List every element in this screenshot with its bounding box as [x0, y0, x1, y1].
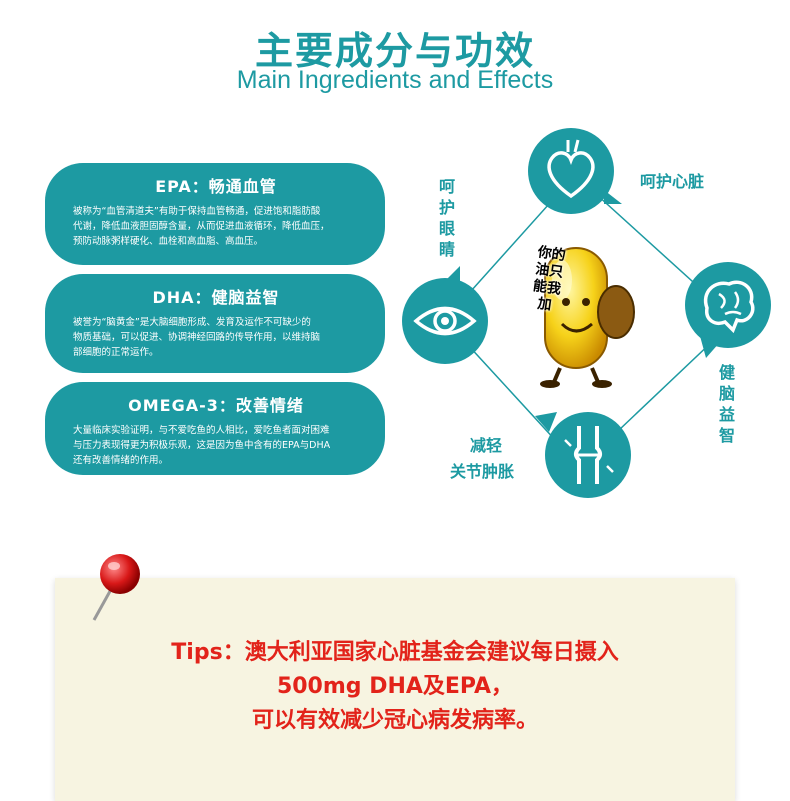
card-epa-text: 被称为“血管清道夫”有助于保持血管畅通，促进饱和脂肪酸 代谢，降低血液胆固醇含量… — [73, 204, 359, 249]
brain-circle — [685, 262, 771, 348]
card-text-line: 大量临床实验证明，与不爱吃鱼的人相比，爱吃鱼者面对困难 — [73, 425, 330, 436]
card-text-line: 被称为“血管清道夫”有助于保持血管畅通，促进饱和脂肪酸 — [73, 206, 321, 217]
card-epa: EPA：畅通血管 被称为“血管清道夫”有助于保持血管畅通，促进饱和脂肪酸 代谢，… — [45, 163, 385, 265]
tips-line-1: Tips：澳大利亚国家心脏基金会建议每日摄入 — [171, 640, 619, 665]
card-dha: DHA：健脑益智 被誉为“脑黄金”是大脑细胞形成、发育及运作不可缺少的 物质基础… — [45, 274, 385, 373]
card-omega3: OMEGA-3：改善情绪 大量临床实验证明，与不爱吃鱼的人相比，爱吃鱼者面对困难… — [45, 382, 385, 475]
knee-joint-icon — [564, 426, 614, 484]
card-dha-title: DHA：健脑益智 — [152, 288, 280, 307]
tips-box — [55, 578, 735, 801]
tips-line-3: 可以有效减少冠心病发病率。 — [251, 708, 538, 733]
card-omega3-title: OMEGA-3：改善情绪 — [128, 396, 304, 415]
eye-icon — [413, 306, 477, 336]
joint-circle — [545, 412, 631, 498]
eye-pointer — [440, 266, 460, 286]
card-text-line: 预防动脉粥样硬化、血栓和高血脂、高血压。 — [73, 236, 264, 247]
joint-pointer — [535, 412, 557, 432]
card-epa-title: EPA：畅通血管 — [155, 177, 277, 196]
card-dha-text: 被誉为“脑黄金”是大脑细胞形成、发育及运作不可缺少的 物质基础，可以促进、协调神… — [73, 315, 359, 360]
card-text-line: 被誉为“脑黄金”是大脑细胞形成、发育及运作不可缺少的 — [73, 317, 311, 328]
card-text-line: 代谢，降低血液胆固醇含量，从而促进血液循环，降低血压， — [73, 221, 330, 232]
card-text-line: 部细胞的正常运作。 — [73, 347, 159, 358]
card-text-line: 还有改善情绪的作用。 — [73, 455, 169, 466]
label-eyes: 呵护眼睛 — [438, 177, 455, 259]
heart-pointer — [604, 190, 622, 204]
brain-pointer — [700, 336, 720, 358]
heart-circle — [528, 128, 614, 214]
pushpin-icon — [92, 554, 140, 621]
card-text-line: 物质基础，可以促进、协调神经回路的传导作用，以维持脑 — [73, 332, 321, 343]
tips-line-2: 500mg DHA及EPA， — [276, 674, 514, 699]
card-omega3-text: 大量临床实验证明，与不爱吃鱼的人相比，爱吃鱼者面对困难 与压力表现得更为积极乐观… — [73, 423, 359, 468]
label-joints-line2: 关节肿胀 — [450, 462, 515, 481]
card-text-line: 与压力表现得更为积极乐观，这是因为鱼中含有的EPA与DHA — [73, 440, 331, 451]
brain-icon — [703, 280, 755, 334]
heart-icon — [547, 139, 595, 199]
page-title: 主要成分与功效 — [254, 29, 535, 73]
eye-circle — [402, 278, 488, 364]
label-joints-line1: 减轻 — [470, 436, 503, 455]
page-subtitle: Main Ingredients and Effects — [236, 66, 554, 94]
label-heart: 呵护心脏 — [640, 172, 705, 191]
fish-oil-mascot — [540, 247, 635, 388]
label-brain: 健脑益智 — [718, 363, 735, 445]
